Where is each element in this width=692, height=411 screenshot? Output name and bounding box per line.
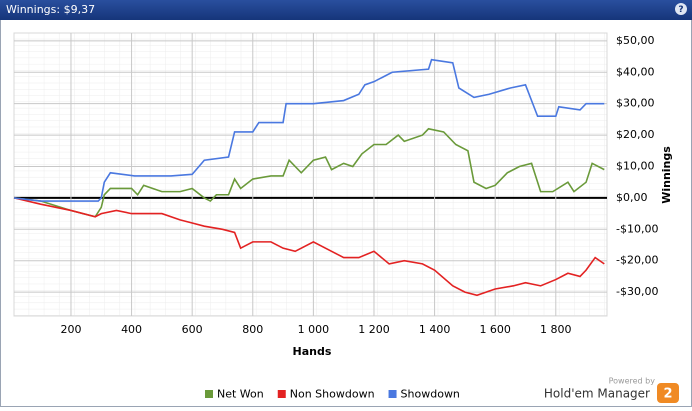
y-tick-label: $10,00 xyxy=(616,159,655,172)
x-tick-label: 1 800 xyxy=(540,323,572,336)
legend-swatch xyxy=(205,390,213,398)
x-tick-label: 600 xyxy=(182,323,203,336)
legend: Net Won Non Showdown Showdown xyxy=(205,388,460,401)
y-tick-label: -$10,00 xyxy=(616,222,658,235)
x-tick-label: 200 xyxy=(60,323,81,336)
legend-label: Non Showdown xyxy=(290,388,375,401)
series-line xyxy=(13,197,605,297)
legend-label: Net Won xyxy=(217,388,264,401)
series-line xyxy=(13,58,605,202)
plot-area xyxy=(13,32,608,317)
x-axis-label: Hands xyxy=(293,345,332,358)
product-name: Hold'em Manager xyxy=(544,387,650,401)
y-tick-label: $20,00 xyxy=(616,128,655,141)
legend-swatch xyxy=(388,390,397,398)
logo-text: 2 xyxy=(663,387,672,402)
y-tick-label: $50,00 xyxy=(616,34,655,47)
y-tick-label: -$30,00 xyxy=(616,285,658,298)
series-line xyxy=(13,127,605,218)
help-glyph[interactable]: ? xyxy=(678,5,683,15)
header-title: Winnings: $9,37 xyxy=(6,3,95,16)
x-tick-label: 800 xyxy=(242,323,263,336)
powered-by: Powered by xyxy=(609,377,656,386)
x-tick-label: 400 xyxy=(121,323,142,336)
x-tick-label: 1 200 xyxy=(358,323,390,336)
legend-swatch xyxy=(277,390,286,398)
x-tick-label: 1 600 xyxy=(479,323,511,336)
x-tick-label: 1 400 xyxy=(419,323,451,336)
x-tick-label: 1 000 xyxy=(298,323,330,336)
logo xyxy=(657,383,679,403)
lines xyxy=(13,58,605,297)
y-tick-label: $0,00 xyxy=(616,191,648,204)
y-tick-label: $30,00 xyxy=(616,97,655,110)
y-axis-label: Winnings xyxy=(660,146,673,204)
y-tick-label: -$20,00 xyxy=(616,254,658,267)
y-tick-label: $40,00 xyxy=(616,65,655,78)
header-bar xyxy=(0,0,692,20)
legend-label: Showdown xyxy=(401,388,460,401)
labels: -$30,00 -$20,00 -$10,00 $0,00 $10,00 $20,00 $3… xyxy=(60,34,658,336)
help-icon[interactable] xyxy=(675,3,687,15)
